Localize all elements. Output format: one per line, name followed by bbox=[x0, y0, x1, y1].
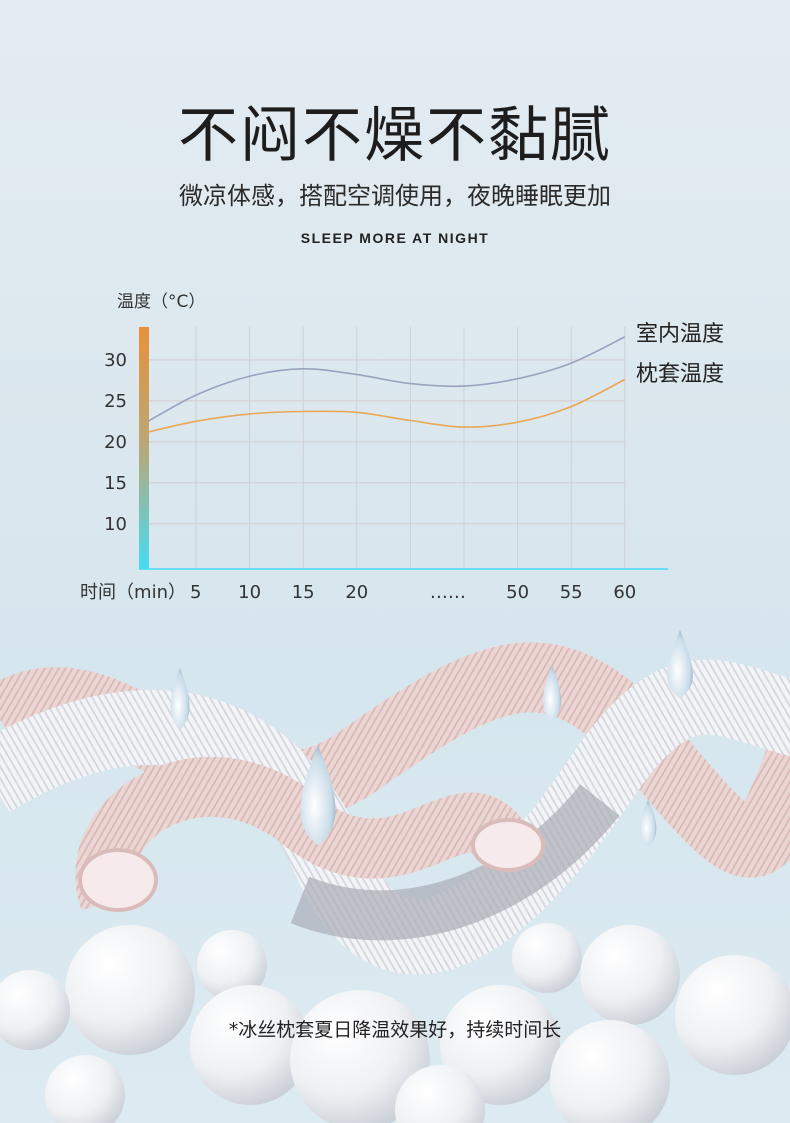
grid bbox=[149, 327, 626, 569]
headline: 不闷不燥不黏腻 bbox=[178, 101, 612, 171]
series-line-pillow bbox=[147, 378, 626, 433]
y-tick-label: 20 bbox=[104, 432, 127, 453]
x-tick-label: 10 bbox=[238, 582, 261, 603]
footnote: *冰丝枕套夏日降温效果好，持续时间长 bbox=[228, 1019, 562, 1041]
cotton-balls bbox=[0, 923, 790, 1123]
y-tick-label: 25 bbox=[104, 391, 127, 412]
x-tick-label: 5 bbox=[190, 582, 201, 603]
english-tagline: SLEEP MORE AT NIGHT bbox=[300, 230, 490, 246]
x-tick-label: 50 bbox=[506, 582, 529, 603]
legend-indoor: 室内温度 bbox=[636, 322, 724, 347]
fiber-tubes bbox=[0, 642, 790, 975]
y-tick-label: 15 bbox=[104, 473, 127, 494]
y-axis-label: 温度（°C） bbox=[117, 292, 205, 312]
x-tick-label: 15 bbox=[292, 582, 315, 603]
x-axis-label: 时间（min） bbox=[80, 582, 186, 603]
subheadline: 微凉体感，搭配空调使用，夜晚睡眠更加 bbox=[179, 182, 611, 210]
water-droplets bbox=[170, 630, 693, 846]
x-tick-label: 20 bbox=[345, 582, 368, 603]
x-tick-label: 55 bbox=[560, 582, 583, 603]
y-tick-label: 10 bbox=[104, 514, 127, 535]
y-tick-label: 30 bbox=[104, 350, 127, 371]
x-tick-label: 60 bbox=[613, 582, 636, 603]
series-line-indoor bbox=[147, 336, 626, 423]
legend-pillow: 枕套温度 bbox=[636, 362, 724, 387]
x-tick-label: …… bbox=[430, 582, 466, 603]
ice-silk-fiber-illustration bbox=[0, 630, 790, 1123]
y-axis-bar bbox=[139, 327, 149, 569]
temperature-chart: 温度（°C） 30 25 20 15 10 5 10 15 20 …… 50 55 60 时间（min… bbox=[80, 292, 724, 603]
